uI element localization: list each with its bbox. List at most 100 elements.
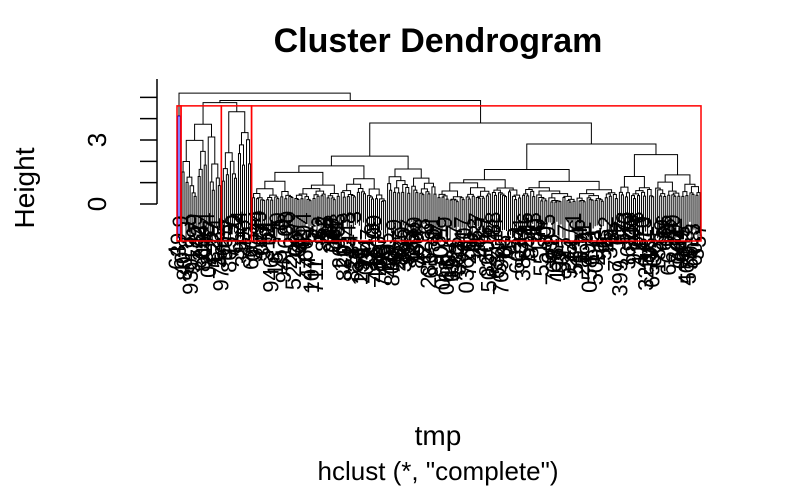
dendrogram-branch — [491, 192, 496, 231]
leaf-label: 3 — [224, 248, 249, 260]
leaf-label: 034 — [353, 238, 378, 275]
dendrogram-branch — [241, 164, 246, 245]
leaf-label: 579 — [486, 238, 511, 275]
leaf-label: 957 — [396, 219, 421, 256]
leaf-label: 066 — [430, 254, 455, 291]
dendrogram-branch — [449, 182, 479, 192]
leaf-label: 71 — [261, 219, 286, 243]
dendrogram-branch — [450, 198, 457, 201]
dendrogram-branch — [690, 186, 699, 193]
dendrogram-branch — [381, 200, 385, 238]
dendrogram-branch — [419, 192, 424, 231]
leaf-label: 104 — [436, 242, 461, 279]
leaf-label: 913 — [180, 237, 205, 274]
dendrogram-branch — [544, 200, 548, 237]
leaf-label: 2 — [585, 254, 610, 266]
leaf-label: 742 — [186, 224, 211, 261]
leaf-label: 6 — [412, 247, 437, 259]
dendrogram-branch — [306, 198, 311, 223]
leaf-label: 9 — [382, 219, 407, 231]
leaf-label: 1 — [497, 241, 522, 253]
leaf-label: 3 — [644, 240, 669, 252]
leaf-label: 80 — [523, 218, 548, 242]
leaf-label: 09 — [537, 239, 562, 263]
leaf-label: 82 — [444, 241, 469, 265]
leaf-label: 6 — [565, 219, 590, 231]
dendrogram-branch — [202, 102, 238, 125]
leaf-label: 13 — [521, 212, 546, 236]
dendrogram-branch — [452, 196, 463, 200]
leaf-label: 82 — [662, 218, 687, 242]
dendrogram-branch — [682, 191, 688, 197]
leaf-label: 036 — [454, 257, 479, 294]
leaf-label: 25 — [372, 246, 397, 270]
leaf-label: 820 — [331, 245, 356, 282]
leaf-label: 38 — [511, 257, 536, 281]
leaf-label: 30 — [392, 248, 417, 272]
dendrogram-branch — [525, 189, 533, 194]
leaf-label: 883 — [398, 227, 423, 264]
leaf-label: 6 — [472, 227, 497, 239]
dendrogram-branch — [394, 187, 400, 193]
leaf-label: 14 — [482, 218, 507, 242]
leaf-label: 700 — [619, 214, 644, 251]
dendrogram-branch — [332, 199, 336, 247]
leaf-label: 3 — [503, 227, 528, 239]
leaf-label: 328 — [624, 211, 649, 248]
leaf-label: 99 — [650, 219, 675, 243]
leaf-label: 36 — [642, 242, 667, 266]
dendrogram-branch — [194, 123, 213, 141]
dendrogram-branch — [437, 197, 441, 243]
leaf-label: 99 — [394, 242, 419, 266]
dendrogram-branch — [630, 195, 635, 225]
leaf-label: 500 — [583, 249, 608, 286]
leaf-label: 823 — [339, 246, 364, 283]
leaf-label: 1 — [329, 260, 354, 272]
leaf-label: 7 — [406, 256, 431, 268]
dendrogram-branch — [298, 165, 365, 179]
x-axis-label: tmp — [415, 420, 462, 451]
leaf-label: 502 — [476, 256, 501, 293]
dendrogram-branch — [308, 200, 312, 245]
dendrogram-branch — [320, 195, 324, 245]
dendrogram-branch — [191, 192, 196, 233]
dendrogram-branch — [256, 188, 274, 196]
dendrogram-branch — [459, 197, 464, 240]
leaf-label: 8 — [539, 234, 564, 246]
dendrogram-branch — [193, 195, 197, 241]
leaf-label: 252 — [593, 216, 618, 253]
leaf-label: 76 — [317, 224, 342, 248]
y-axis — [140, 79, 158, 205]
dendrogram-branch — [368, 196, 373, 231]
leaf-label: 191 — [347, 249, 372, 286]
dendrogram-branch — [389, 189, 393, 234]
dendrogram-branch — [353, 178, 375, 189]
dendrogram-branch — [635, 190, 644, 194]
leaf-label: 860 — [404, 232, 429, 269]
leaf-label: 7 — [672, 250, 697, 262]
leaf-label: 2 — [277, 257, 302, 269]
leaf-label: 3 — [341, 211, 366, 223]
dendrogram-branch — [681, 195, 685, 235]
dendrogram-branch — [288, 196, 293, 224]
leaf-label: 941 — [271, 246, 296, 283]
leaf-label: 24 — [194, 212, 219, 236]
leaf-label: 14 — [559, 239, 584, 263]
leaf-label: 0 — [220, 214, 245, 226]
leaf-label: 16 — [263, 252, 288, 276]
dendrogram-branch — [313, 194, 319, 199]
dendrogram-branch — [252, 197, 256, 231]
dendrogram-branch — [266, 199, 270, 234]
leaf-label: 1 — [466, 250, 491, 262]
leaf-label: 3 — [555, 251, 580, 263]
dendrogram-branch — [274, 171, 324, 186]
leaf-label: 794 — [291, 212, 316, 249]
leaf-label: 8 — [543, 247, 568, 259]
leaf-label: 2 — [222, 214, 247, 226]
dendrogram-branch — [509, 189, 518, 196]
dendrogram-branch — [396, 180, 406, 188]
leaf-label: 063 — [325, 213, 350, 250]
leaf-label: 107 — [299, 257, 324, 294]
leaf-label: 726 — [456, 240, 481, 277]
leaf-label: 99 — [362, 215, 387, 239]
